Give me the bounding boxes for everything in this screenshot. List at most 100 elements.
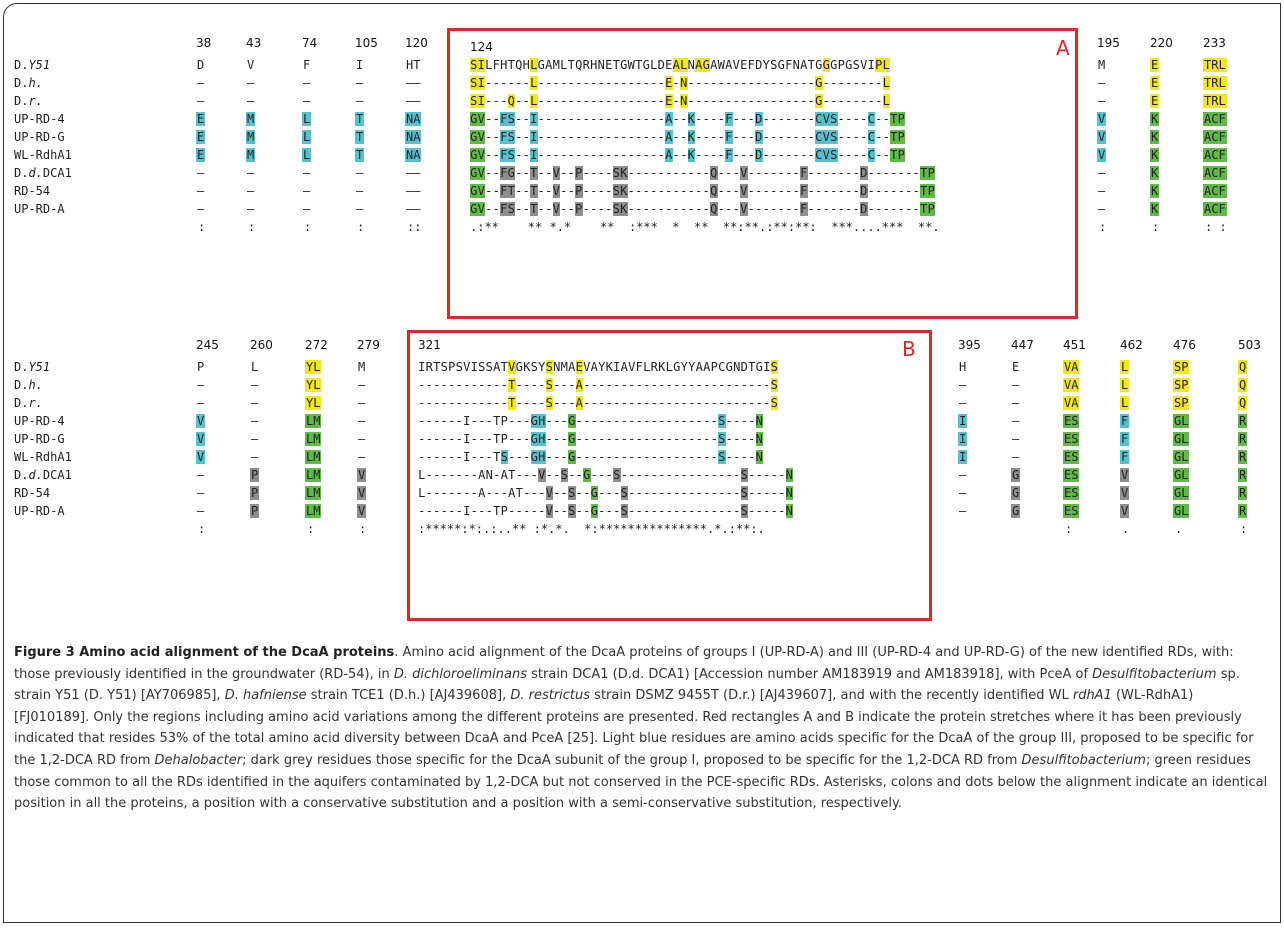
residue-cell: GL: [1173, 468, 1190, 482]
residue-cell: NA: [405, 130, 422, 144]
residue-cell: R: [1238, 432, 1248, 446]
residue-cell: GL: [1173, 450, 1190, 464]
residue-cell: E: [1150, 94, 1160, 108]
residue-cell: –: [251, 378, 259, 392]
caption-italic: Desulfitobacterium: [1021, 752, 1146, 768]
residue-cell: K: [1150, 202, 1160, 216]
residue-cell: –: [303, 202, 311, 216]
residue-cell: V: [247, 58, 255, 72]
sequence-label: D.r.: [14, 396, 43, 410]
residue-cell: SP: [1173, 378, 1190, 392]
residue-cell: –: [1012, 450, 1020, 464]
residue-cell: –: [356, 184, 364, 198]
residue-cell: ES: [1063, 504, 1080, 518]
position-number: 120: [405, 36, 428, 50]
caption-text: ; green residues those common to all the…: [14, 752, 1268, 812]
residue-cell: F: [1120, 450, 1130, 464]
residue-cell: LM: [305, 450, 322, 464]
residue-cell: Q: [1238, 360, 1248, 374]
residue-cell: I: [356, 58, 364, 72]
residue-cell: ES: [1063, 468, 1080, 482]
residue-cell: LM: [305, 414, 322, 428]
residue-cell: –: [251, 414, 259, 428]
residue-cell: –: [197, 76, 205, 90]
residue-cell: V: [1097, 130, 1107, 144]
conservation-mark: .: [1175, 522, 1183, 536]
conservation-mark: :: [1065, 522, 1073, 536]
residue-cell: –: [247, 76, 255, 90]
figure-frame: [3, 3, 1281, 923]
conservation-mark: :: [1099, 220, 1107, 234]
region-b-box: [407, 330, 932, 621]
residue-cell: –: [959, 486, 967, 500]
residue-cell: –: [1012, 414, 1020, 428]
residue-cell: –: [197, 378, 205, 392]
residue-cell: ––: [406, 76, 421, 90]
residue-cell: –: [197, 184, 205, 198]
aligned-sequence: IRTSPSVISSATVGKSYSNMAEVAYKIAVFLRKLGYYAAP…: [418, 360, 778, 374]
residue-cell: V: [1097, 112, 1107, 126]
aligned-sequence: GV--FS--I-----------------A--K----F---D-…: [470, 148, 905, 162]
residue-cell: R: [1238, 450, 1248, 464]
caption-italic: D. hafniense: [224, 688, 307, 704]
residue-cell: L: [251, 360, 259, 374]
conservation-mark: .: [1122, 522, 1130, 536]
conservation-mark: :: [359, 522, 367, 536]
residue-cell: YL: [305, 378, 322, 392]
residue-cell: –: [303, 184, 311, 198]
residue-cell: D: [197, 58, 205, 72]
residue-cell: –: [358, 414, 366, 428]
conservation-mark: ::: [407, 220, 422, 234]
residue-cell: HT: [406, 58, 421, 72]
residue-cell: R: [1238, 504, 1248, 518]
residue-cell: M: [246, 148, 256, 162]
caption-italic: Desulfitobacterium: [1092, 666, 1217, 682]
residue-cell: –: [197, 504, 205, 518]
residue-cell: V: [357, 468, 367, 482]
conservation-mark: :: [198, 522, 206, 536]
residue-cell: GL: [1173, 414, 1190, 428]
position-number: 260: [250, 338, 273, 352]
position-number: 105: [355, 36, 378, 50]
residue-cell: R: [1238, 414, 1248, 428]
residue-cell: –: [1098, 184, 1106, 198]
residue-cell: YL: [305, 396, 322, 410]
residue-cell: –: [303, 94, 311, 108]
sequence-label: UP-RD-G: [14, 130, 65, 144]
residue-cell: –: [197, 486, 205, 500]
residue-cell: –: [1098, 202, 1106, 216]
residue-cell: –: [1098, 166, 1106, 180]
position-number: 321: [418, 338, 441, 352]
conservation-mark: :: [357, 220, 365, 234]
caption-text: sp. strain Y51 (D. Y51) [AY706985],: [14, 666, 1240, 704]
aligned-sequence: GV--FS--T--V--P----SK-----------Q---V---…: [470, 202, 935, 216]
residue-cell: E: [1012, 360, 1020, 374]
residue-cell: K: [1150, 166, 1160, 180]
residue-cell: ––: [406, 166, 421, 180]
residue-cell: V: [196, 450, 206, 464]
residue-cell: GL: [1173, 486, 1190, 500]
residue-cell: V: [357, 486, 367, 500]
figure-caption: Figure 3 Amino acid alignment of the Dca…: [14, 642, 1270, 815]
conservation-mark: :: [1240, 522, 1248, 536]
residue-cell: ––: [406, 184, 421, 198]
region-a-box: [447, 28, 1078, 319]
residue-cell: VA: [1063, 360, 1080, 374]
residue-cell: L: [302, 148, 312, 162]
residue-cell: L: [1120, 378, 1130, 392]
residue-cell: R: [1238, 468, 1248, 482]
residue-cell: LM: [305, 432, 322, 446]
residue-cell: –: [358, 432, 366, 446]
conservation-line: :*****:*:.:..** :*.*. *:***************.…: [418, 522, 765, 536]
residue-cell: M: [1098, 58, 1106, 72]
residue-cell: E: [196, 112, 206, 126]
residue-cell: E: [196, 148, 206, 162]
residue-cell: –: [959, 468, 967, 482]
residue-cell: –: [197, 166, 205, 180]
position-number: 395: [958, 338, 981, 352]
residue-cell: –: [356, 94, 364, 108]
region-b-label: B: [902, 337, 916, 361]
residue-cell: M: [246, 112, 256, 126]
residue-cell: I: [958, 414, 968, 428]
conservation-mark: :: [198, 220, 206, 234]
